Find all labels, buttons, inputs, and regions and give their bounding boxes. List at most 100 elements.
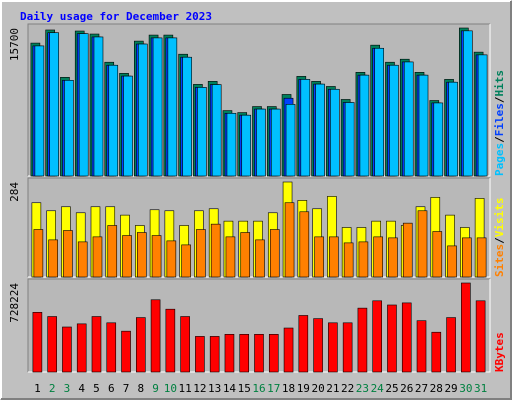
legend-separator: / — [493, 96, 506, 103]
bar — [463, 30, 473, 177]
x-tick-label: 2 — [49, 382, 56, 395]
bar — [373, 236, 383, 278]
bar — [47, 316, 57, 373]
bar — [137, 232, 147, 278]
bar — [387, 304, 397, 373]
x-tick-label: 10 — [164, 382, 177, 395]
bar — [48, 239, 58, 278]
legend-entry: Sites — [493, 244, 506, 277]
bar — [315, 83, 325, 177]
x-tick-label: 8 — [137, 382, 144, 395]
bar — [182, 56, 192, 177]
bar — [300, 79, 311, 177]
bar — [107, 225, 118, 278]
bar — [476, 237, 487, 278]
x-tick-label: 3 — [64, 382, 71, 395]
bar — [447, 245, 457, 278]
bar — [343, 242, 354, 278]
x-tick-label: 19 — [297, 382, 310, 395]
y-tick-label: 15700 — [8, 28, 21, 61]
bar — [93, 36, 104, 177]
bar — [433, 102, 444, 177]
y-tick-label: 284 — [8, 182, 21, 202]
bar — [123, 75, 133, 177]
bar — [211, 84, 222, 177]
x-tick-label: 11 — [179, 382, 192, 395]
bar — [298, 315, 309, 373]
x-tick-label: 14 — [223, 382, 237, 395]
bar — [166, 240, 177, 278]
bar — [344, 102, 355, 177]
bar — [357, 307, 368, 373]
bar — [64, 80, 74, 177]
chart-title: Daily usage for December 2023 — [20, 10, 212, 23]
bar — [77, 241, 88, 278]
bar — [416, 320, 427, 373]
bar — [431, 331, 442, 373]
legend: Sites/Visits — [493, 198, 506, 278]
bar — [446, 317, 456, 373]
bar — [432, 231, 443, 278]
bar — [285, 104, 296, 177]
x-tick-label: 27 — [415, 382, 428, 395]
bar — [448, 81, 458, 177]
bar — [283, 327, 294, 373]
legend-entry: Pages — [493, 143, 506, 176]
bar — [63, 230, 73, 278]
bar — [165, 308, 176, 373]
bar — [76, 323, 87, 373]
bar — [92, 236, 103, 278]
bar — [359, 74, 370, 177]
bar — [372, 300, 382, 373]
bar — [196, 229, 206, 278]
x-tick-label: 31 — [474, 382, 487, 395]
bar — [197, 87, 207, 177]
bar — [330, 88, 340, 177]
legend-separator: / — [493, 237, 506, 244]
bar — [299, 211, 310, 278]
legend-entry: Files — [493, 103, 506, 136]
bar — [210, 223, 221, 278]
bar — [402, 222, 413, 278]
bar — [241, 114, 252, 177]
x-tick-label: 29 — [444, 382, 457, 395]
panel-border — [27, 23, 490, 176]
bar — [314, 236, 324, 278]
bar — [121, 330, 131, 373]
bar — [269, 229, 280, 278]
x-tick-label: 21 — [326, 382, 339, 395]
legend-entry: Visits — [493, 198, 506, 238]
x-tick-label: 20 — [311, 382, 324, 395]
bar — [106, 322, 117, 373]
bar — [477, 54, 488, 177]
x-tick-label: 22 — [341, 382, 354, 395]
bar — [239, 334, 250, 373]
bar — [150, 299, 161, 373]
x-tick-label: 30 — [459, 382, 472, 395]
bar — [417, 210, 428, 278]
bar — [388, 237, 398, 278]
x-tick-label: 4 — [78, 382, 85, 395]
bar — [78, 33, 89, 177]
y-tick-label: 728224 — [8, 283, 21, 323]
bar — [136, 317, 146, 373]
bar — [195, 336, 205, 373]
bar — [270, 108, 281, 177]
bar — [167, 37, 178, 177]
bar — [255, 239, 265, 278]
x-tick-label: 18 — [282, 382, 295, 395]
legend: Pages/Files/Hits — [493, 70, 506, 176]
bar — [151, 235, 162, 278]
x-tick-label: 12 — [193, 382, 206, 395]
bar — [108, 64, 119, 177]
bar — [122, 235, 132, 278]
bar — [226, 113, 237, 177]
bar — [254, 334, 264, 373]
x-tick-label: 28 — [430, 382, 443, 395]
bar — [152, 37, 163, 177]
bar — [328, 322, 338, 373]
bar — [33, 229, 44, 278]
